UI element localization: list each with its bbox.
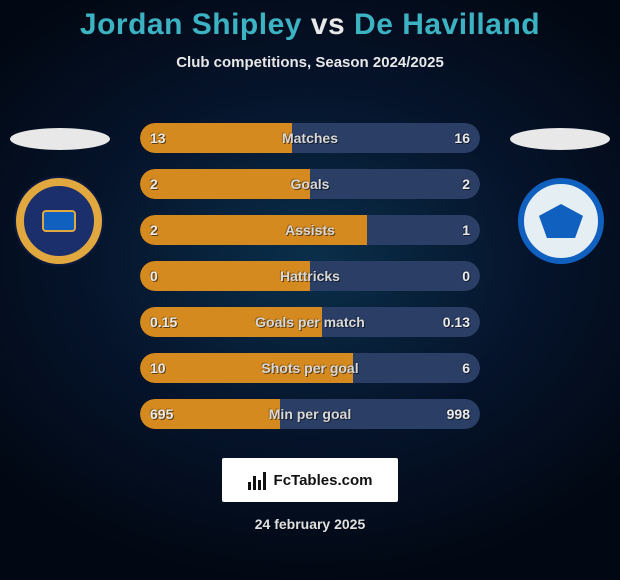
shadow-ellipse-right	[510, 128, 610, 150]
subtitle: Club competitions, Season 2024/2025	[0, 54, 620, 71]
crest-inner-shape	[42, 210, 76, 232]
stat-label: Goals per match	[140, 307, 480, 337]
vs-label: vs	[311, 8, 345, 41]
stat-row: 00Hattricks	[140, 261, 480, 291]
comparison-card: Jordan Shipley vs De Havilland Club comp…	[0, 0, 620, 580]
brand-badge: FcTables.com	[222, 458, 398, 502]
stat-label: Goals	[140, 169, 480, 199]
club-crest-right	[518, 178, 604, 264]
stat-row: 1316Matches	[140, 123, 480, 153]
crest-outer-ring	[518, 178, 604, 264]
chart-icon	[248, 470, 268, 490]
stat-label: Matches	[140, 123, 480, 153]
stat-label: Min per goal	[140, 399, 480, 429]
stats-bars: 1316Matches 22Goals 21Assists 00Hattricks 0.…	[140, 123, 480, 445]
shadow-ellipse-left	[10, 128, 110, 150]
stat-label: Hattricks	[140, 261, 480, 291]
stat-label: Assists	[140, 215, 480, 245]
player1-name: Jordan Shipley	[80, 8, 302, 41]
player2-name: De Havilland	[354, 8, 540, 41]
club-crest-left	[16, 178, 102, 264]
stat-row: 106Shots per goal	[140, 353, 480, 383]
crest-inner-shape	[539, 204, 583, 238]
footer-date: 24 february 2025	[0, 516, 620, 532]
page-title: Jordan Shipley vs De Havilland	[0, 0, 620, 42]
stat-row: 695998Min per goal	[140, 399, 480, 429]
stat-label: Shots per goal	[140, 353, 480, 383]
stat-row: 21Assists	[140, 215, 480, 245]
crest-outer-ring	[16, 178, 102, 264]
stat-row: 22Goals	[140, 169, 480, 199]
stat-row: 0.150.13Goals per match	[140, 307, 480, 337]
brand-text: FcTables.com	[274, 472, 373, 489]
